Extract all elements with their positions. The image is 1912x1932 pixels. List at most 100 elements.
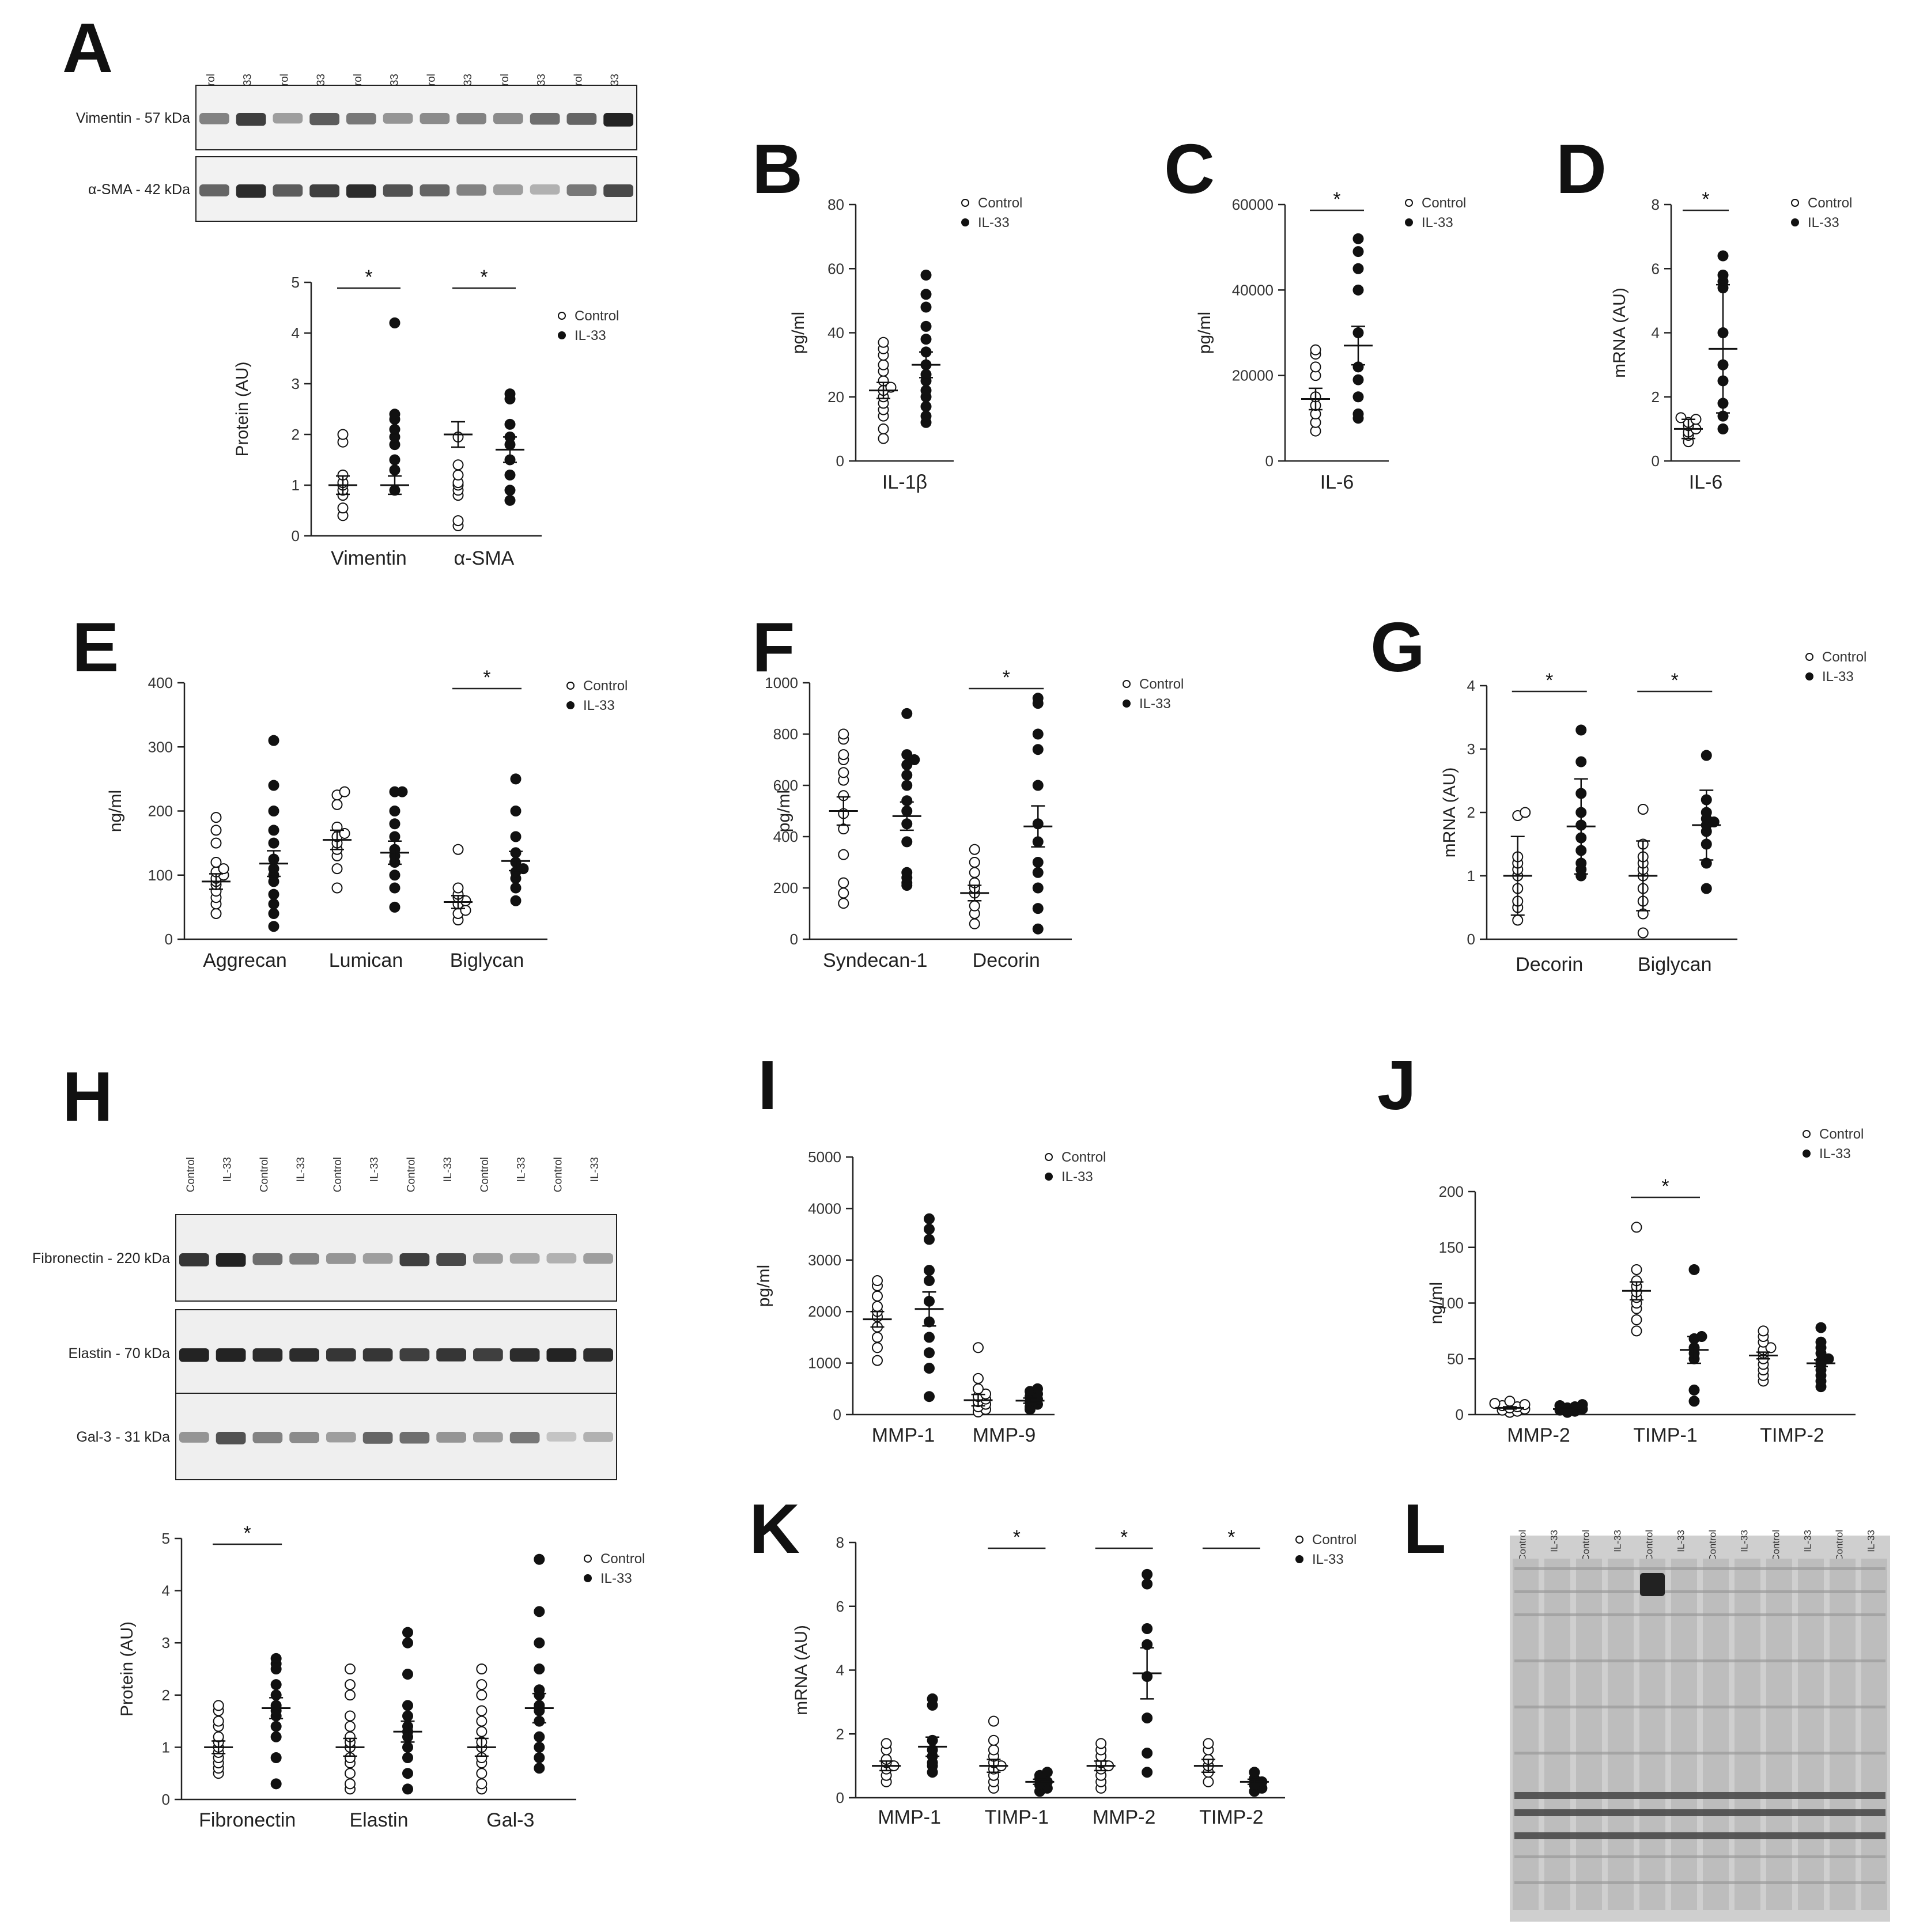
- gel-band: [1514, 1881, 1885, 1884]
- significance-star: *: [1003, 667, 1010, 689]
- blot-strip: [175, 1214, 617, 1302]
- lane-label: Control: [1771, 1530, 1782, 1562]
- control-point: [838, 898, 849, 909]
- control-point: [476, 1715, 488, 1727]
- control-point: [213, 1700, 224, 1711]
- band: [216, 1348, 246, 1362]
- il33-point: [534, 1637, 545, 1649]
- band: [399, 1253, 430, 1266]
- legend-control-label: Control: [600, 1551, 645, 1567]
- il33-point: [1249, 1767, 1260, 1778]
- panel-letter-j: J: [1377, 1046, 1416, 1124]
- il33-point: [270, 1679, 282, 1691]
- x-category-label: MMP-9: [973, 1424, 1036, 1446]
- band: [603, 113, 633, 127]
- control-point: [1758, 1325, 1769, 1337]
- il33-point: [402, 1752, 413, 1764]
- il33-point: [920, 269, 932, 281]
- control-point: [452, 882, 464, 894]
- band: [346, 184, 376, 198]
- chart-f: 0 200 400 600 800 1000 pg/ml Syndecan-1 Decorin *…: [765, 667, 1184, 971]
- panel-letter-c: C: [1164, 130, 1215, 208]
- x-category-label: Elastin: [349, 1809, 408, 1831]
- blot-strip: [175, 1393, 617, 1480]
- control-point: [1489, 1398, 1501, 1409]
- y-tick-label: 6: [1652, 260, 1660, 277]
- y-tick-label: 20000: [1232, 367, 1274, 384]
- control-point: [476, 1768, 488, 1779]
- legend-control-marker: [558, 312, 566, 320]
- il33-point: [402, 1669, 413, 1680]
- band: [473, 1253, 503, 1264]
- y-tick-label: 50: [1447, 1350, 1464, 1367]
- y-tick-label: 20: [827, 388, 844, 406]
- legend-control-label: Control: [1422, 195, 1466, 211]
- control-point: [1631, 1222, 1642, 1233]
- band: [583, 1348, 613, 1362]
- il33-point: [534, 1606, 545, 1617]
- control-point: [1637, 804, 1649, 815]
- gel-band: [1514, 1706, 1885, 1708]
- control-point: [331, 882, 343, 894]
- legend-il33-label: IL-33: [1822, 669, 1854, 685]
- y-tick-label: 400: [773, 828, 798, 845]
- band: [273, 184, 303, 197]
- band: [326, 1432, 356, 1443]
- il33-point: [510, 882, 522, 894]
- il33-point: [389, 831, 400, 842]
- il33-point: [389, 869, 400, 881]
- legend-control-label: Control: [1061, 1150, 1106, 1165]
- band: [399, 1432, 430, 1444]
- control-point: [1519, 1399, 1531, 1411]
- legend-il33-marker: [1045, 1173, 1053, 1181]
- band: [362, 1432, 393, 1444]
- band: [509, 1432, 540, 1443]
- il33-point: [268, 898, 279, 910]
- il33-point: [389, 409, 400, 420]
- lane-label: IL-33: [1866, 1530, 1877, 1552]
- control-point: [337, 502, 349, 514]
- chart-c: 0 20000 40000 60000 pg/ml IL-6 * Control IL-33: [1195, 188, 1466, 493]
- y-tick-label: 2000: [808, 1303, 841, 1320]
- legend-il33-label: IL-33: [1061, 1169, 1093, 1185]
- il33-point: [534, 1763, 545, 1774]
- y-tick-label: 4: [836, 1662, 844, 1679]
- il33-point: [920, 334, 932, 345]
- lane-label: Control: [1644, 1530, 1655, 1562]
- il33-point: [1142, 1747, 1153, 1759]
- legend-il33-marker: [1803, 1150, 1811, 1158]
- y-tick-label: 3000: [808, 1252, 841, 1269]
- control-point: [345, 1768, 356, 1779]
- il33-point: [924, 1213, 935, 1224]
- band: [456, 113, 486, 124]
- legend-il33-marker: [558, 331, 566, 339]
- y-axis-label: mRNA (AU): [1610, 288, 1629, 378]
- y-tick-label: 200: [1439, 1183, 1464, 1200]
- y-tick-label: 3: [1467, 740, 1475, 758]
- panel-letter-k: K: [749, 1489, 800, 1568]
- band: [493, 113, 523, 124]
- control-point: [838, 749, 849, 761]
- il33-point: [924, 1223, 935, 1235]
- il33-point: [510, 895, 522, 906]
- y-tick-label: 5000: [808, 1148, 841, 1166]
- gel-band: [1514, 1659, 1885, 1662]
- y-tick-label: 2: [1652, 388, 1660, 406]
- control-point: [1095, 1738, 1107, 1749]
- x-category-label: α-SMA: [454, 547, 515, 569]
- x-category-label: Aggrecan: [203, 950, 287, 971]
- il33-point: [268, 889, 279, 900]
- il33-point: [402, 1768, 413, 1779]
- il33-point: [389, 901, 400, 913]
- lane-label: Control: [405, 1157, 417, 1192]
- gel-band: [1514, 1809, 1885, 1816]
- il33-point: [389, 464, 400, 476]
- il33-point: [504, 485, 516, 496]
- panel-letter-i: I: [758, 1046, 777, 1124]
- il33-point: [1352, 284, 1364, 296]
- band: [236, 113, 266, 126]
- lane-label: IL-33: [516, 1157, 528, 1182]
- control-point: [476, 1726, 488, 1737]
- y-axis-label: pg/ml: [774, 790, 793, 832]
- y-tick-label: 60: [827, 260, 844, 277]
